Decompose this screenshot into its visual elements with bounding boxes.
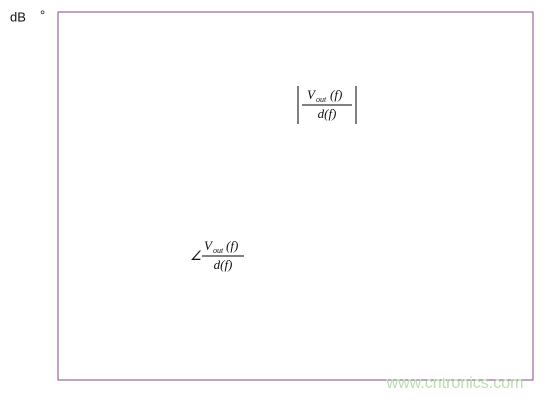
annotation-denominator: d(f) [318,106,337,121]
annotation-numerator: V [204,238,214,253]
annotation-argument: (f) [226,238,238,253]
annotation-subscript: out [316,95,327,104]
y-axis-unit: dB [10,9,26,24]
y2-axis-unit: ° [40,7,45,22]
plot-frame [57,11,534,381]
watermark: www.cntronics.com [386,375,524,392]
magnitude-annotation: V out (f) d(f) [297,86,357,124]
annotation-angle: ∠ [190,248,202,263]
annotation-subscript: out [213,246,224,255]
phase-annotation: ∠ V out (f) d(f) [190,238,244,272]
annotation-argument: (f) [330,87,342,102]
annotation-numerator: V [307,87,317,102]
annotation-denominator: d(f) [214,257,233,272]
